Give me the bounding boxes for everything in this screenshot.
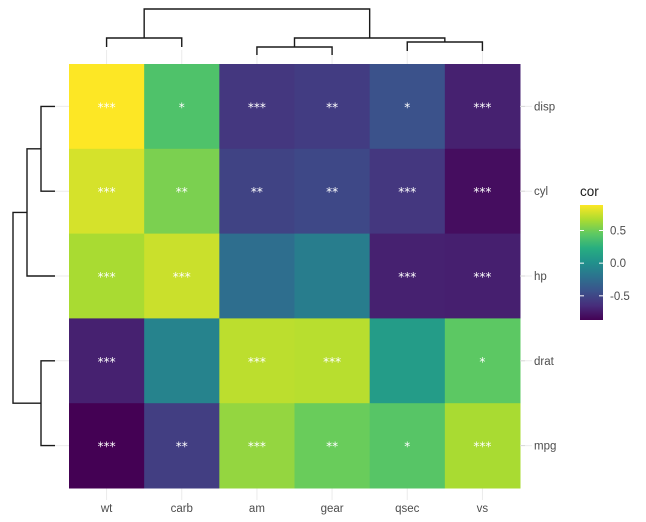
heatmap-cell [69,64,145,150]
heatmap-cell [294,318,371,404]
y-axis: disp cyl hp drat mpg [520,101,556,453]
significance-label: *** [98,440,116,454]
significance-label: *** [473,185,491,199]
significance-label: *** [473,100,491,114]
significance-label: ** [326,440,338,454]
heatmap-cell [444,64,521,150]
heatmap-cell [69,318,145,404]
heatmap-cell [144,64,220,150]
x-axis: wt carb am gear qsec vs [100,503,489,515]
significance-label: * [479,355,485,369]
heatmap-cell [369,318,446,404]
heatmap-cell [294,148,371,235]
legend-title: cor [580,184,599,199]
significance-label: ** [326,100,338,114]
heatmap-cell [369,233,446,319]
heatmap-cell [369,148,446,235]
heatmap-cell [369,64,446,150]
x-tick-label: carb [171,503,193,515]
heatmap-cells: *** * *** ** * ****** ** ** ** *** ****** *** *** ***… [69,64,521,489]
significance-label: * [404,440,410,454]
heatmap-cell [69,233,145,319]
significance-label: *** [98,185,116,199]
significance-label: *** [323,355,341,369]
heatmap-cell [444,233,521,319]
heatmap-cell [294,403,371,489]
heatmap-cell [444,148,521,235]
y-tick-label: disp [534,101,555,113]
heatmap-cell [219,64,295,150]
significance-label: *** [248,100,266,114]
heatmap-cell [69,148,145,235]
legend-colorbar [580,205,603,320]
significance-label: *** [398,185,416,199]
significance-label: *** [98,270,116,284]
color-legend: cor 0.5 0.0 -0.5 [580,184,630,320]
heatmap-cell [144,318,220,404]
y-tick-label: hp [534,271,547,283]
x-tick-label: vs [477,503,489,515]
heatmap-cell [144,148,220,235]
x-tick-label: qsec [395,503,420,515]
significance-label: ** [176,440,188,454]
column-dendrogram [105,8,484,55]
x-tick-label: gear [321,503,344,515]
heatmap-cell [294,233,371,319]
significance-label: *** [398,270,416,284]
heatmap-cell [219,148,295,235]
significance-label: *** [98,100,116,114]
y-tick-label: mpg [534,441,556,453]
legend-tick-label: 0.0 [610,258,626,270]
heatmap-cell [219,318,295,404]
x-tick-label: am [249,503,265,515]
significance-label: * [404,100,410,114]
heatmap-cell [444,403,521,489]
legend-tick-label: 0.5 [610,225,626,237]
heatmap-cell [219,233,295,319]
heatmap-cell [444,318,521,404]
significance-label: *** [473,440,491,454]
heatmap-cell [144,403,220,489]
significance-label: *** [473,270,491,284]
heatmap-cell [144,233,220,319]
legend-tick-label: -0.5 [610,291,630,303]
heatmap-cell [69,403,145,489]
significance-label: ** [251,185,263,199]
y-tick-label: cyl [534,186,548,198]
significance-label: *** [173,270,191,284]
significance-label: ** [326,185,338,199]
significance-label: *** [248,355,266,369]
x-tick-label: wt [100,503,113,515]
row-dendrogram [12,105,55,447]
significance-label: * [179,100,185,114]
significance-label: *** [248,440,266,454]
significance-label: *** [98,355,116,369]
y-tick-label: drat [534,356,555,368]
heatmap-cell [219,403,295,489]
heatmap-cell [294,64,371,150]
significance-label: ** [176,185,188,199]
heatmap-cell [369,403,446,489]
